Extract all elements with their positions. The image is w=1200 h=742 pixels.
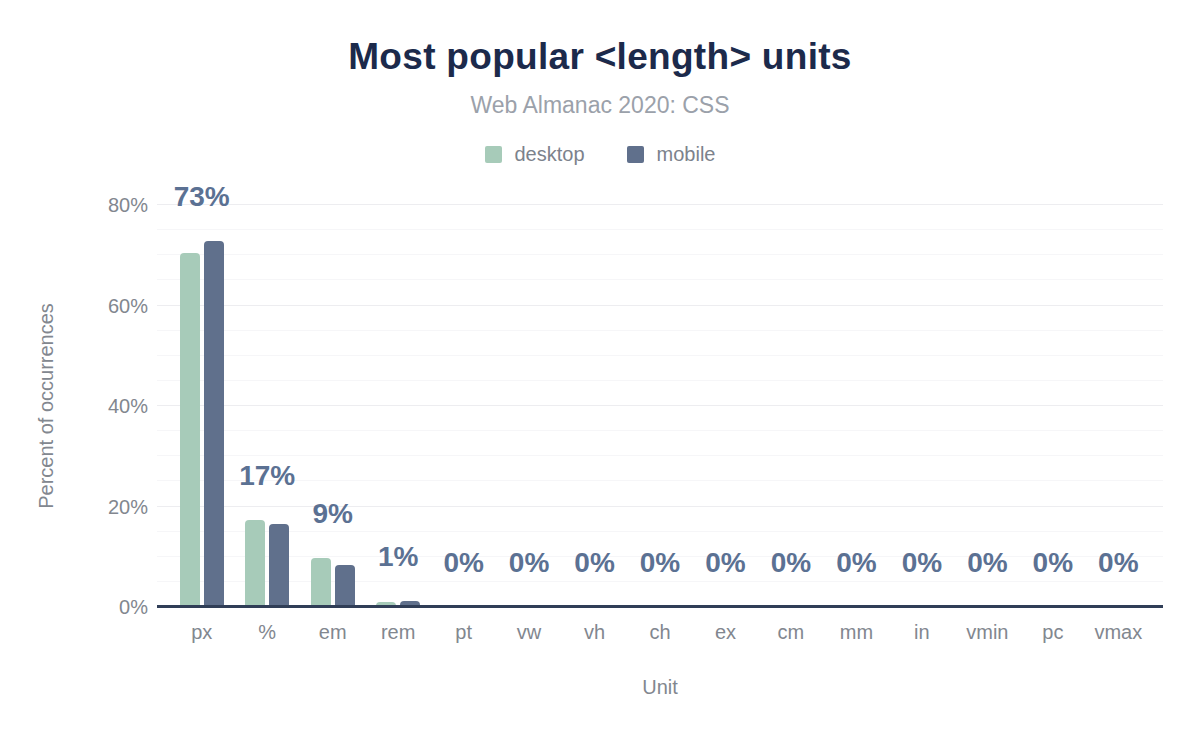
- bar-value-label-em: 9%: [312, 500, 352, 528]
- bar-group-px: 73%: [169, 205, 234, 607]
- bar-value-label-rem: 1%: [378, 543, 418, 571]
- x-axis-tick-label-vmin: vmin: [955, 619, 1020, 645]
- chart-figure: Most popular <length> units Web Almanac …: [0, 0, 1200, 742]
- legend-label-desktop: desktop: [515, 144, 585, 164]
- x-axis-tick-label-vh: vh: [562, 619, 627, 645]
- x-axis-tick-label-vmax: vmax: [1086, 619, 1151, 645]
- x-axis-tick-label-rem: rem: [365, 619, 430, 645]
- bar-value-label-pt: 0%: [443, 549, 483, 577]
- y-axis-tick-label-20pct: 20%: [108, 497, 148, 517]
- bar-group-pc: 0%: [1020, 205, 1085, 607]
- bar-mobile-px: [204, 241, 224, 607]
- bar-group-ch: 0%: [627, 205, 692, 607]
- plot-area: 0%20%40%60%80%73%17%9%1%0%0%0%0%0%0%0%0%…: [157, 205, 1163, 607]
- x-axis-tick-label-%: %: [234, 619, 299, 645]
- bar-desktop-em: [311, 558, 331, 607]
- chart-title: Most popular <length> units: [0, 36, 1200, 78]
- legend-item-desktop: desktop: [485, 144, 585, 164]
- legend-swatch-desktop: [485, 146, 502, 163]
- x-axis-tick-label-pc: pc: [1020, 619, 1085, 645]
- x-axis-tick-label-mm: mm: [824, 619, 889, 645]
- legend-item-mobile: mobile: [627, 144, 716, 164]
- bar-mobile-%: [269, 524, 289, 607]
- legend-label-mobile: mobile: [657, 144, 716, 164]
- x-axis-tick-label-em: em: [300, 619, 365, 645]
- bar-desktop-%: [245, 520, 265, 607]
- x-axis-tick-label-cm: cm: [758, 619, 823, 645]
- x-axis-tick-labels: px%emremptvwvhchexcmmminvminpcvmax: [157, 619, 1163, 645]
- bar-value-label-cm: 0%: [771, 549, 811, 577]
- bar-value-label-px: 73%: [174, 183, 230, 211]
- y-axis-tick-label-60pct: 60%: [108, 296, 148, 316]
- bar-value-label-ex: 0%: [705, 549, 745, 577]
- y-axis-tick-label-80pct: 80%: [108, 195, 148, 215]
- bar-mobile-em: [335, 565, 355, 607]
- chart-legend: desktop mobile: [0, 144, 1200, 164]
- chart-subtitle: Web Almanac 2020: CSS: [0, 92, 1200, 118]
- bar-group-cm: 0%: [758, 205, 823, 607]
- bar-value-label-vh: 0%: [574, 549, 614, 577]
- bar-value-label-vw: 0%: [509, 549, 549, 577]
- bar-value-label-%: 17%: [239, 462, 295, 490]
- bar-group-vmin: 0%: [955, 205, 1020, 607]
- x-axis-tick-label-in: in: [889, 619, 954, 645]
- x-axis-tick-label-pt: pt: [431, 619, 496, 645]
- legend-swatch-mobile: [627, 146, 644, 163]
- bar-group-em: 9%: [300, 205, 365, 607]
- bar-group-%: 17%: [234, 205, 299, 607]
- bar-groups: 73%17% 9% 1% 0% 0% 0% 0% 0% 0% 0% 0% 0% 0% 0%: [157, 205, 1163, 607]
- x-axis-tick-label-vw: vw: [496, 619, 561, 645]
- bar-value-label-mm: 0%: [836, 549, 876, 577]
- x-axis-tick-label-ch: ch: [627, 619, 692, 645]
- bar-group-vh: 0%: [562, 205, 627, 607]
- bar-group-mm: 0%: [824, 205, 889, 607]
- bar-group-ex: 0%: [693, 205, 758, 607]
- bar-value-label-pc: 0%: [1033, 549, 1073, 577]
- bar-group-vmax: 0%: [1086, 205, 1151, 607]
- bar-value-label-vmax: 0%: [1098, 549, 1138, 577]
- y-axis-title: Percent of occurrences: [36, 303, 56, 509]
- bar-group-in: 0%: [889, 205, 954, 607]
- y-axis-tick-label-0pct: 0%: [119, 597, 148, 617]
- bar-value-label-vmin: 0%: [967, 549, 1007, 577]
- bar-group-rem: 1%: [365, 205, 430, 607]
- bar-group-vw: 0%: [496, 205, 561, 607]
- bar-desktop-px: [180, 253, 200, 607]
- bar-value-label-ch: 0%: [640, 549, 680, 577]
- x-axis-line: [157, 605, 1163, 608]
- x-axis-title: Unit: [157, 674, 1163, 700]
- x-axis-tick-label-ex: ex: [693, 619, 758, 645]
- x-axis-tick-label-px: px: [169, 619, 234, 645]
- y-axis-tick-label-40pct: 40%: [108, 396, 148, 416]
- bar-group-pt: 0%: [431, 205, 496, 607]
- bar-value-label-in: 0%: [902, 549, 942, 577]
